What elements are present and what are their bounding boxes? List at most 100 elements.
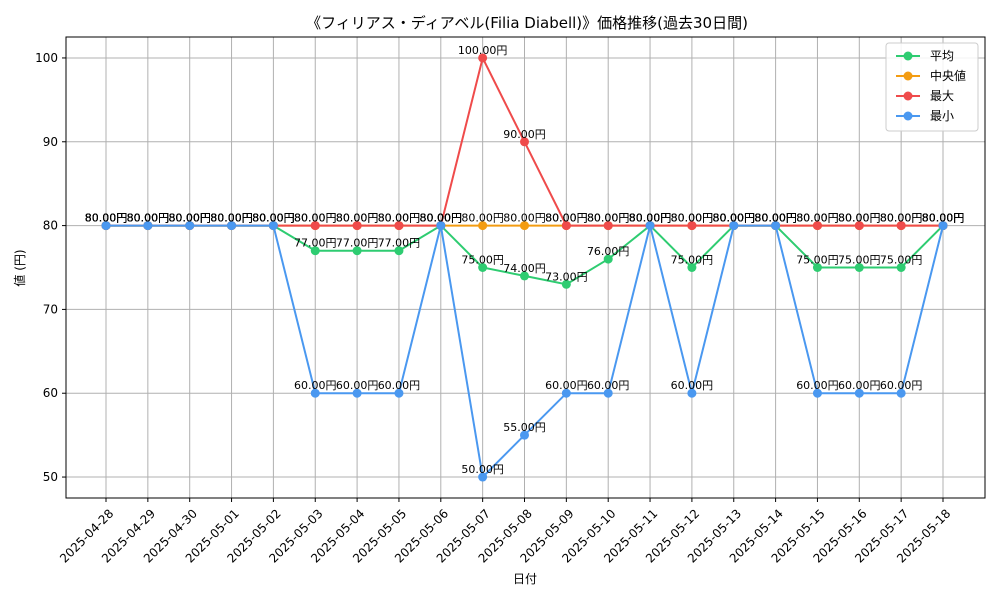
- data-point-3: [687, 388, 697, 398]
- data-label-0: 80.00円: [85, 212, 128, 225]
- y-tick-label: 80: [43, 219, 58, 233]
- data-label-3: 60.00円: [838, 379, 881, 392]
- data-label-0: 80.00円: [629, 212, 672, 225]
- data-point-3: [310, 388, 320, 398]
- legend-box: [885, 42, 979, 132]
- legend-label-2: 最大: [930, 89, 954, 103]
- data-label-0: 75.00円: [796, 254, 839, 267]
- data-label-2: 80.00円: [587, 212, 630, 225]
- data-label-2: 80.00円: [294, 212, 337, 225]
- data-label-0: 75.00円: [880, 254, 923, 267]
- data-label-3: 80.00円: [85, 212, 128, 225]
- data-point-2: [520, 137, 529, 147]
- data-label-0: 77.00円: [378, 237, 421, 250]
- data-label-0: 75.00円: [838, 254, 881, 267]
- legend-label-0: 平均: [930, 49, 954, 63]
- data-label-1: 80.00円: [671, 212, 714, 225]
- data-label-0: 77.00円: [294, 237, 337, 250]
- data-label-2: 80.00円: [252, 212, 295, 225]
- data-label-0: 74.00円: [503, 262, 546, 275]
- data-point-3: [603, 388, 613, 398]
- data-label-1: 80.00円: [922, 212, 965, 225]
- legend-label-3: 最小: [930, 109, 954, 123]
- data-label-0: 75.00円: [461, 254, 504, 267]
- data-label-2: 80.00円: [545, 212, 588, 225]
- data-point-3: [771, 221, 781, 231]
- data-label-2: 80.00円: [880, 212, 923, 225]
- data-point-0: [812, 263, 822, 272]
- y-axis-label: 値 (円): [12, 249, 27, 286]
- data-label-1: 80.00円: [796, 212, 839, 225]
- data-label-1: 80.00円: [587, 212, 630, 225]
- data-label-3: 55.00円: [503, 421, 546, 434]
- data-point-0: [603, 254, 613, 264]
- data-label-0: 80.00円: [127, 212, 170, 225]
- data-label-0: 80.00円: [252, 212, 295, 225]
- data-point-2: [561, 221, 571, 231]
- data-label-0: 80.00円: [713, 212, 756, 225]
- data-label-3: 80.00円: [420, 212, 463, 225]
- data-label-3: 80.00円: [210, 212, 253, 225]
- data-label-1: 80.00円: [294, 212, 337, 225]
- data-label-2: 80.00円: [629, 212, 672, 225]
- data-label-0: 80.00円: [754, 212, 797, 225]
- legend-marker-1: [903, 71, 913, 81]
- data-point-1: [520, 221, 529, 231]
- data-label-1: 80.00円: [545, 212, 588, 225]
- data-label-1: 80.00円: [880, 212, 923, 225]
- data-label-3: 80.00円: [629, 212, 672, 225]
- data-label-3: 60.00円: [587, 379, 630, 392]
- data-label-3: 60.00円: [378, 379, 421, 392]
- data-label-2: 80.00円: [754, 212, 797, 225]
- data-label-2: 80.00円: [796, 212, 839, 225]
- data-label-1: 80.00円: [713, 212, 756, 225]
- data-point-2: [478, 53, 488, 63]
- data-label-1: 80.00円: [168, 212, 211, 225]
- data-label-3: 80.00円: [127, 212, 170, 225]
- data-label-3: 80.00円: [754, 212, 797, 225]
- data-label-3: 60.00円: [336, 379, 379, 392]
- legend-marker-0: [903, 51, 913, 61]
- data-point-0: [854, 263, 864, 272]
- data-point-0: [896, 263, 906, 272]
- data-label-1: 80.00円: [336, 212, 379, 225]
- data-point-2: [352, 221, 362, 231]
- data-point-3: [143, 221, 153, 231]
- data-label-3: 60.00円: [294, 379, 337, 392]
- data-label-3: 80.00円: [922, 212, 965, 225]
- data-point-1: [478, 221, 488, 231]
- legend-marker-3: [903, 111, 913, 121]
- data-point-3: [101, 221, 111, 231]
- data-label-0: 80.00円: [168, 212, 211, 225]
- data-point-3: [561, 388, 571, 398]
- data-point-2: [310, 221, 320, 231]
- data-label-2: 80.00円: [210, 212, 253, 225]
- data-point-3: [896, 388, 906, 398]
- data-point-3: [729, 221, 739, 231]
- legend-label-1: 中央値: [930, 68, 966, 83]
- y-tick-label: 50: [43, 470, 58, 484]
- data-label-1: 80.00円: [420, 212, 463, 225]
- data-label-0: 76.00円: [587, 245, 630, 258]
- x-axis-label: 日付: [513, 572, 537, 586]
- data-label-1: 80.00円: [127, 212, 170, 225]
- data-label-1: 80.00円: [378, 212, 421, 225]
- data-point-2: [854, 221, 864, 231]
- y-axis-ticks: 50 60 70 80 90 100: [35, 51, 66, 484]
- data-label-3: 80.00円: [252, 212, 295, 225]
- data-label-0: 75.00円: [671, 254, 714, 267]
- plot-frame: [65, 36, 986, 499]
- y-tick-label: 60: [43, 386, 58, 400]
- data-label-2: 80.00円: [420, 212, 463, 225]
- data-label-1: 80.00円: [503, 212, 546, 225]
- data-point-0: [687, 263, 697, 272]
- y-tick-label: 70: [43, 302, 58, 316]
- data-label-3: 50.00円: [461, 463, 504, 476]
- data-point-2: [896, 221, 906, 231]
- data-point-3: [938, 221, 948, 231]
- data-label-2: 80.00円: [378, 212, 421, 225]
- data-label-1: 80.00円: [838, 212, 881, 225]
- data-label-2: 80.00円: [85, 212, 128, 225]
- data-label-3: 60.00円: [880, 379, 923, 392]
